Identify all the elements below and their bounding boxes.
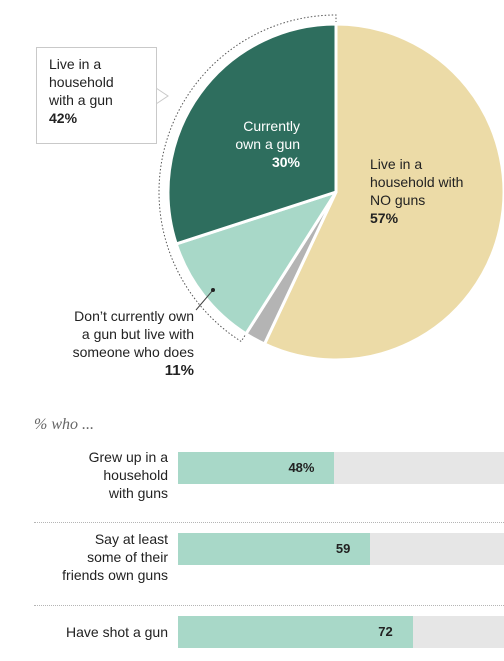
bar-category-label: Have shot a gun [0,623,168,641]
bar-category-line: Grew up in a [88,449,168,465]
callout-line: with a gun [49,92,113,108]
callout-line: household [49,74,114,90]
live-with-line: someone who does [72,344,194,360]
slice-currently-own [166,22,338,246]
live-with-percent: 11% [164,362,194,379]
bar-category-line: with guns [108,485,168,501]
gun-household-bracket [158,14,337,343]
bar-category-line: friends own guns [62,567,168,583]
row-separator [34,522,504,523]
bar-fill [178,533,371,565]
live-with-owner-label: Don’t currently own a gun but live with … [20,307,194,380]
bar-track: 59 [178,533,504,565]
bar-fill [178,616,413,648]
bar-value-label: 48% [288,460,315,475]
no-guns-label: Live in a household with NO guns 57% [370,155,463,227]
bar-value-label: 59 [335,541,351,556]
bar-category-line: Have shot a gun [66,624,168,640]
currently-own-label: Currently own a gun 30% [205,117,300,171]
callout-line: Live in a [49,56,102,72]
own-line: own a gun [235,136,300,152]
no-guns-percent: 57% [370,210,399,226]
bar-track: 48% [178,452,504,484]
slice-no-guns [262,22,504,362]
bar-category-line: Say at least [94,531,168,547]
callout-label: Live in a household with a gun 42% [49,55,114,127]
row-separator [34,605,504,606]
bar-category-label: Say at least some of their friends own gun… [0,530,168,584]
no-guns-line: Live in a [370,156,423,172]
bar-track: 72 [178,616,504,648]
bar-value-label: 72 [378,624,393,639]
bar-category-line: some of their [87,549,168,565]
bar-fill [178,452,335,484]
bars-heading: % who ... [34,416,94,433]
bar-category-line: household [103,467,168,483]
callout-percent: 42% [49,110,78,126]
no-guns-line: NO guns [370,192,426,208]
leader-dot [211,288,215,292]
slice-live-with-owner [174,190,338,336]
callout-box [36,47,157,144]
leader-line [195,289,214,311]
no-guns-line: household with [370,174,464,190]
bar-category-label: Grew up in a household with guns [0,448,168,502]
own-line: Currently [243,118,300,134]
callout-pointer [155,87,169,105]
live-with-line: Don’t currently own [74,308,194,324]
pie-chart [155,14,504,362]
own-percent: 30% [271,154,300,170]
live-with-line: a gun but live with [81,326,194,342]
